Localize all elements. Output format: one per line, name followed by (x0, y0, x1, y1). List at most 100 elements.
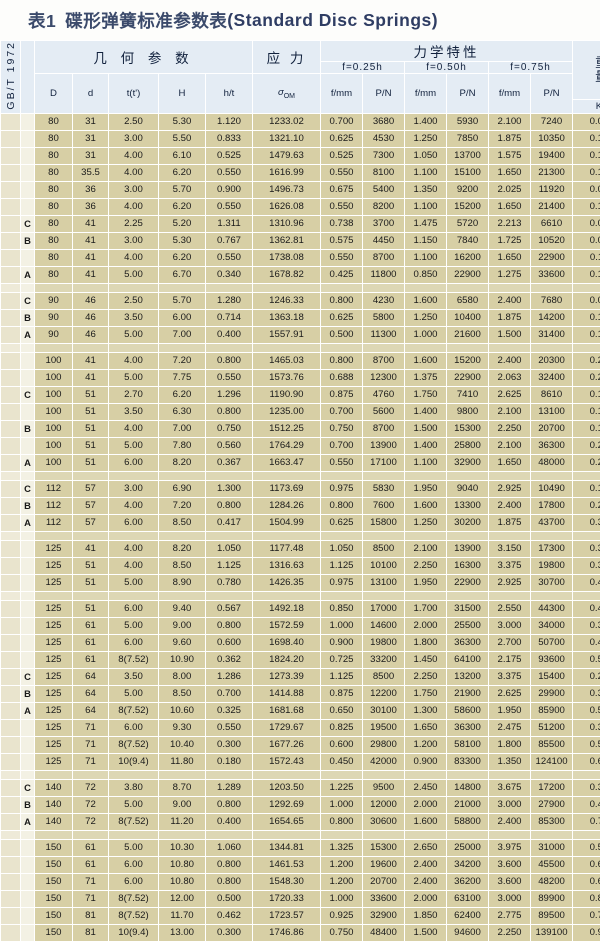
cell-d: 51 (73, 557, 109, 574)
cell-p3: 17300 (531, 540, 573, 557)
cell-f1: 1.000 (321, 617, 363, 634)
standard-col-cell (1, 651, 21, 668)
cell-ht: 0.325 (206, 702, 253, 719)
cell-d: 57 (73, 497, 109, 514)
cell-ht: 1.120 (206, 113, 253, 130)
cell-p3: 19400 (531, 147, 573, 164)
series-class-cell (21, 873, 35, 890)
spacer-cell (531, 343, 573, 352)
cell-p1: 19600 (363, 856, 405, 873)
spacer-cell (253, 283, 321, 292)
cell-f3: 3.000 (489, 796, 531, 813)
cell-f2: 1.250 (405, 309, 447, 326)
standard-col-cell (1, 454, 21, 471)
cell-t: 8(7.52) (109, 907, 159, 924)
cell-f2: 2.100 (405, 540, 447, 557)
cell-f3: 2.175 (489, 651, 531, 668)
cell-p3: 14200 (531, 309, 573, 326)
standard-col-cell (1, 437, 21, 454)
cell-t: 6.00 (109, 600, 159, 617)
cell-p3: 32400 (531, 369, 573, 386)
cell-H: 7.80 (159, 437, 206, 454)
cell-p3: 21300 (531, 164, 573, 181)
cell-p2: 25500 (447, 617, 489, 634)
cell-p3: 51200 (531, 719, 573, 736)
cell-p3: 85300 (531, 813, 573, 830)
cell-d: 61 (73, 617, 109, 634)
cell-p2: 5720 (447, 215, 489, 232)
cell-f2: 1.450 (405, 651, 447, 668)
cell-sigma: 1496.73 (253, 181, 321, 198)
cell-D: 140 (35, 796, 73, 813)
cell-d: 81 (73, 907, 109, 924)
class-cell (21, 531, 35, 540)
cell-p1: 15800 (363, 514, 405, 531)
spacer-cell (73, 591, 109, 600)
cell-f2: 1.100 (405, 198, 447, 215)
class-cell (21, 830, 35, 839)
cell-ht: 0.750 (206, 420, 253, 437)
cell-f1: 1.125 (321, 557, 363, 574)
cell-kg: 0.653 (573, 753, 600, 770)
cell-f1: 0.600 (321, 736, 363, 753)
cell-p2: 25000 (447, 839, 489, 856)
cell-f2: 1.375 (405, 369, 447, 386)
cell-f2: 1.250 (405, 514, 447, 531)
cell-f2: 1.750 (405, 386, 447, 403)
cell-p2: 15300 (447, 420, 489, 437)
cell-ht: 0.367 (206, 454, 253, 471)
spacer-cell (363, 283, 405, 292)
cell-f3: 1.650 (489, 164, 531, 181)
cell-sigma: 1173.69 (253, 480, 321, 497)
series-class-cell (21, 634, 35, 651)
cell-d: 71 (73, 719, 109, 736)
spacer-cell (321, 830, 363, 839)
cell-f2: 1.950 (405, 480, 447, 497)
cell-H: 10.80 (159, 873, 206, 890)
cell-p3: 10350 (531, 130, 573, 147)
class-cell (21, 471, 35, 480)
cell-kg: 0.711 (573, 813, 600, 830)
standard-col-cell (1, 369, 21, 386)
cell-D: 125 (35, 736, 73, 753)
cell-f2: 2.650 (405, 839, 447, 856)
cell-p2: 22900 (447, 266, 489, 283)
spacer-cell (321, 591, 363, 600)
cell-sigma: 1824.20 (253, 651, 321, 668)
series-class-cell (21, 113, 35, 130)
cell-kg: 0.182 (573, 420, 600, 437)
cell-sigma: 1321.10 (253, 130, 321, 147)
cell-ht: 0.800 (206, 873, 253, 890)
spacer-cell (531, 591, 573, 600)
cell-sigma: 1177.48 (253, 540, 321, 557)
col-header-t: t(t') (109, 74, 159, 114)
series-class-cell (21, 753, 35, 770)
cell-f3: 1.500 (489, 326, 531, 343)
spacer-cell (159, 471, 206, 480)
group-separator-row (1, 770, 600, 779)
spacer-cell (73, 471, 109, 480)
cell-p3: 15400 (531, 668, 573, 685)
class-cell (21, 343, 35, 352)
cell-f3: 3.600 (489, 856, 531, 873)
cell-sigma: 1512.25 (253, 420, 321, 437)
cell-D: 90 (35, 292, 73, 309)
cell-ht: 1.296 (206, 386, 253, 403)
cell-f3: 3.000 (489, 890, 531, 907)
cell-d: 51 (73, 386, 109, 403)
cell-d: 35.5 (73, 164, 109, 181)
load-group-075h: f=0.75h (489, 62, 573, 74)
series-class-cell: A (21, 702, 35, 719)
cell-f1: 0.450 (321, 753, 363, 770)
cell-kg: 0.338 (573, 779, 600, 796)
cell-d: 64 (73, 668, 109, 685)
cell-f3: 2.925 (489, 480, 531, 497)
cell-p3: 7680 (531, 292, 573, 309)
